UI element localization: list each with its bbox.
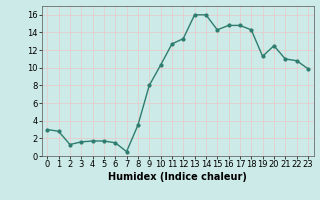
X-axis label: Humidex (Indice chaleur): Humidex (Indice chaleur) xyxy=(108,172,247,182)
